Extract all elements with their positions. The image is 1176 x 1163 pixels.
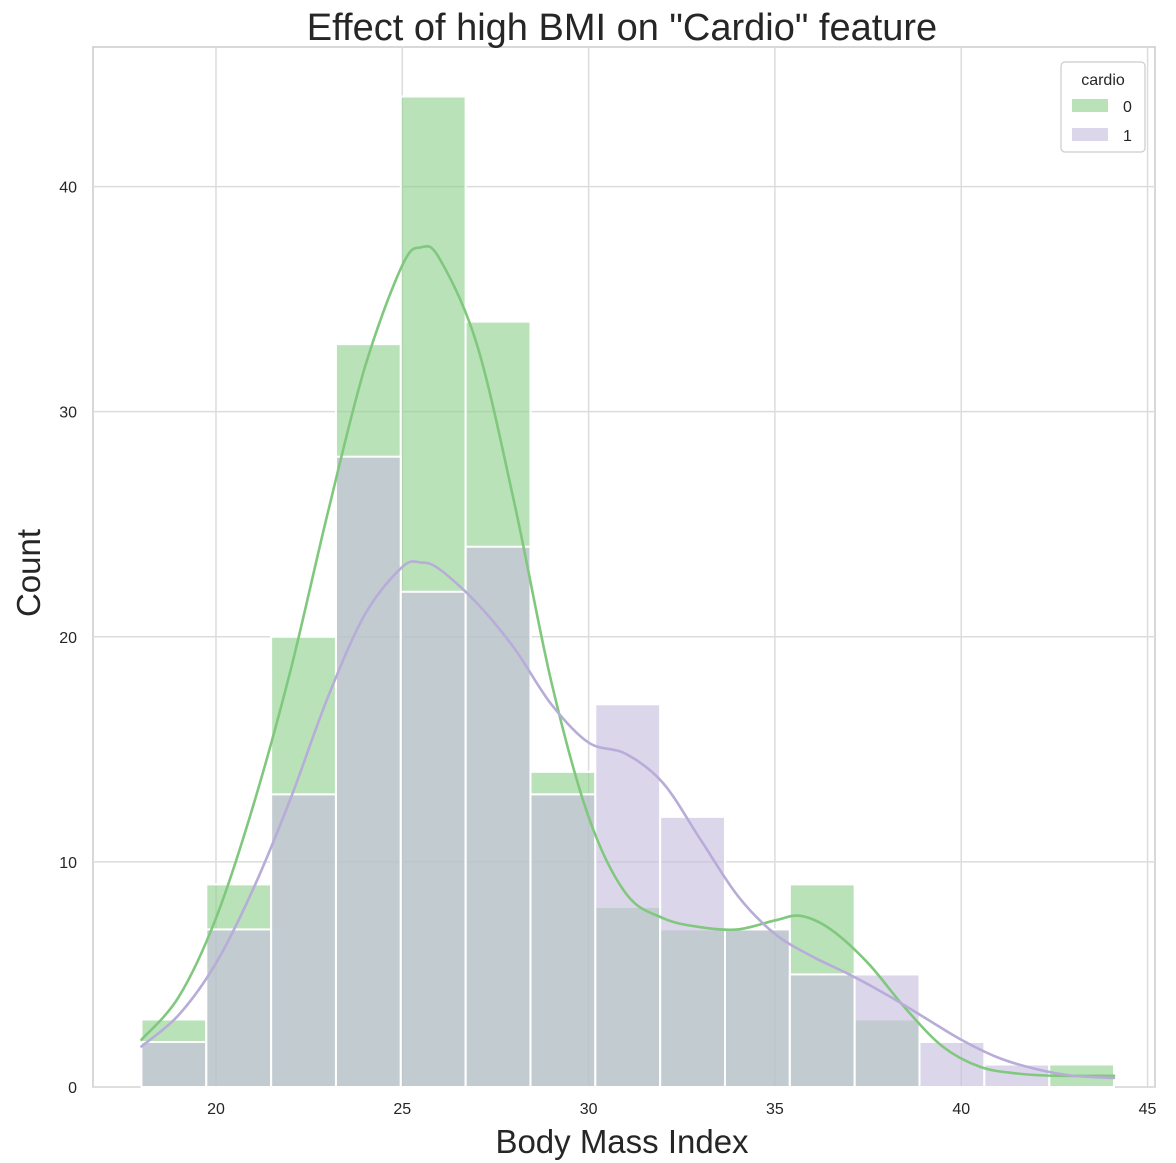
y-tick-label: 0 bbox=[68, 1080, 77, 1097]
bar-series-1 bbox=[399, 590, 467, 1088]
chart-title: Effect of high BMI on "Cardio" feature bbox=[307, 7, 937, 49]
x-tick-label: 40 bbox=[952, 1101, 970, 1118]
y-tick-label: 30 bbox=[59, 405, 77, 422]
y-tick-label: 10 bbox=[59, 855, 77, 872]
bar-series-1 bbox=[205, 928, 273, 1089]
tick-labels: 20 25 30 35 40 45 0 10 20 30 40 bbox=[59, 180, 1156, 1118]
bar-series-1 bbox=[334, 455, 402, 1088]
x-tick-label: 25 bbox=[393, 1101, 411, 1118]
x-tick-label: 35 bbox=[766, 1101, 784, 1118]
bar-series-1 bbox=[464, 545, 532, 1088]
kde-curves bbox=[140, 244, 1116, 1080]
x-tick-label: 45 bbox=[1139, 1101, 1157, 1118]
x-tick-label: 30 bbox=[580, 1101, 598, 1118]
y-tick-label: 20 bbox=[59, 630, 77, 647]
legend-label-1: 1 bbox=[1123, 128, 1132, 145]
legend-title: cardio bbox=[1081, 72, 1125, 89]
x-tick-label: 20 bbox=[207, 1101, 225, 1118]
bar-series-1 bbox=[270, 793, 337, 1088]
legend: cardio 0 1 bbox=[1060, 61, 1146, 153]
legend-label-0: 0 bbox=[1123, 99, 1132, 116]
bar-series-1 bbox=[529, 793, 597, 1088]
kde-line-series-1 bbox=[140, 560, 1116, 1080]
legend-swatch-0 bbox=[1072, 99, 1108, 112]
bar-series-1 bbox=[853, 973, 921, 1088]
y-tick-label: 40 bbox=[59, 180, 77, 197]
x-axis-label: Body Mass Index bbox=[495, 1123, 749, 1160]
y-axis-label: Count bbox=[10, 529, 47, 617]
bar-series-1 bbox=[659, 815, 726, 1088]
bar-series-1 bbox=[788, 973, 856, 1088]
bar-series-1 bbox=[723, 928, 791, 1089]
bar-series-1 bbox=[140, 1040, 208, 1089]
legend-swatch-1 bbox=[1072, 128, 1108, 141]
